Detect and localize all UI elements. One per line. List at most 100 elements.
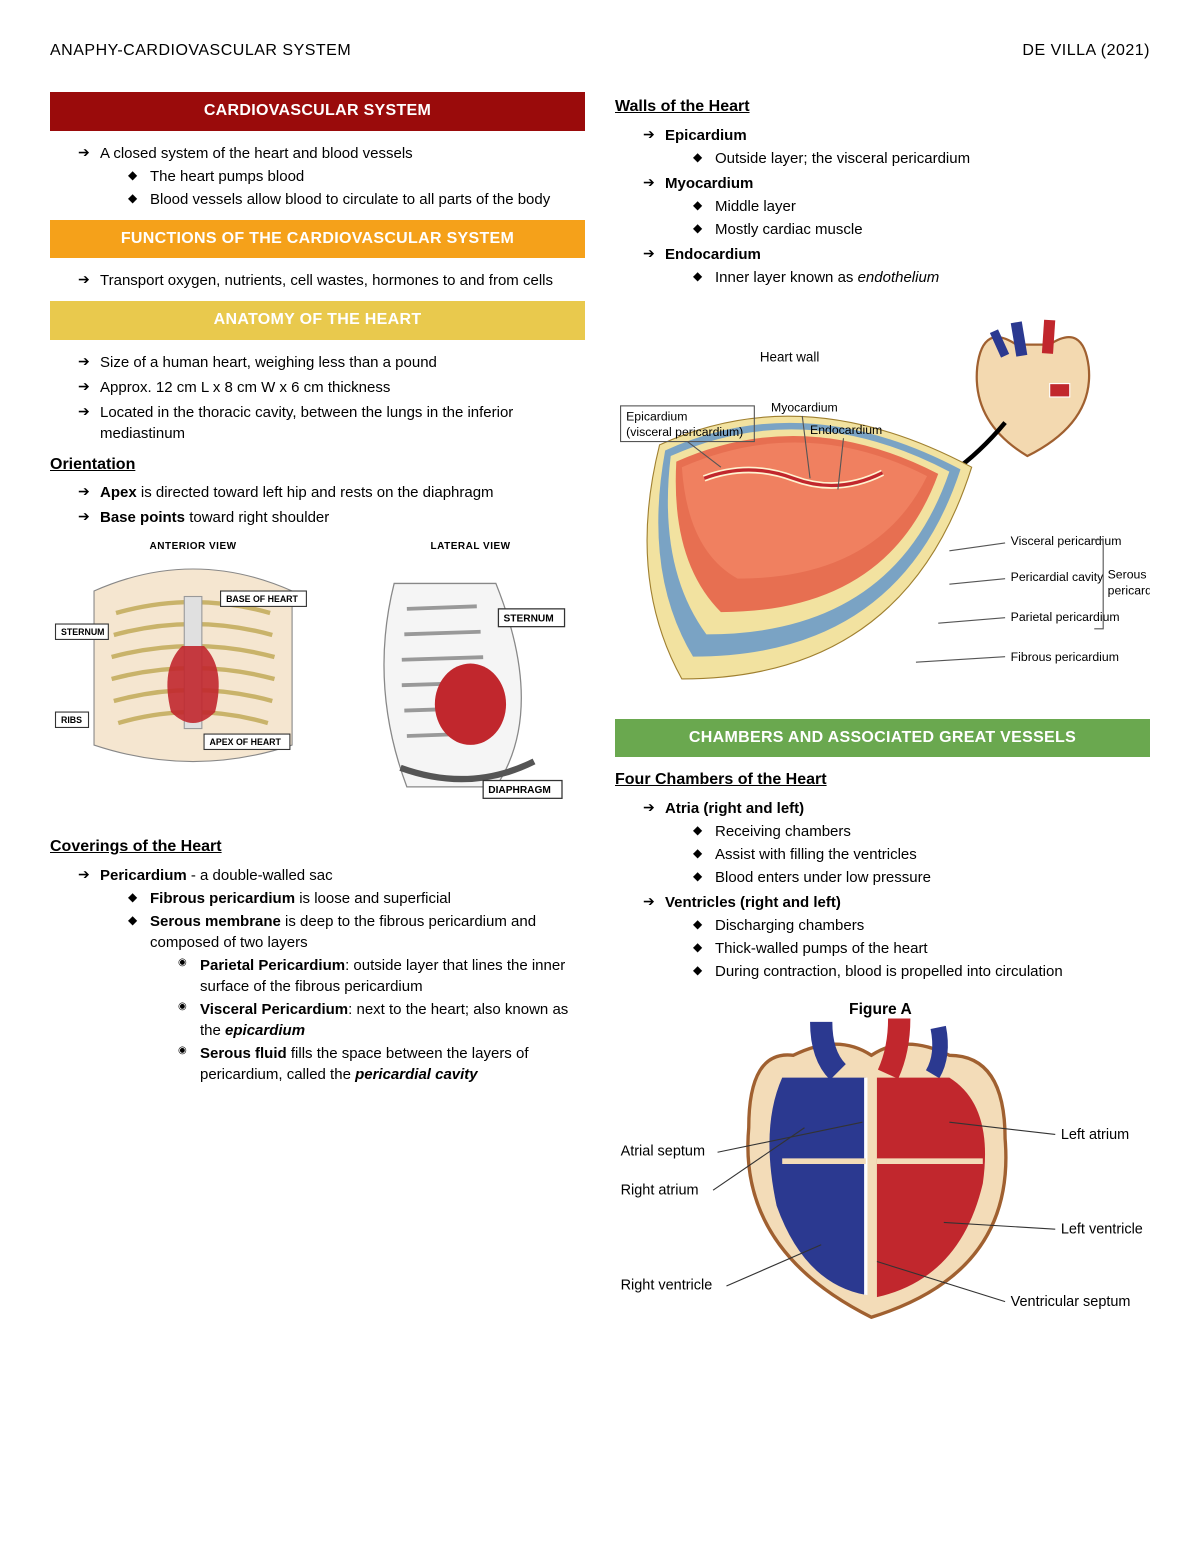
svg-text:Fibrous pericardium: Fibrous pericardium <box>1011 650 1119 664</box>
svg-text:Endocardium: Endocardium <box>810 423 882 437</box>
anterior-view-label: ANTERIOR VIEW <box>50 540 336 554</box>
header-right: DE VILLA (2021) <box>1022 40 1150 62</box>
functions-item: Transport oxygen, nutrients, cell wastes… <box>78 270 585 291</box>
left-column: CARDIOVASCULAR SYSTEM A closed system of… <box>50 86 585 1368</box>
header-left: ANAPHY-CARDIOVASCULAR SYSTEM <box>50 40 351 62</box>
pericardium-rest: - a double-walled sac <box>187 867 333 884</box>
pericardium-item: Pericardium - a double-walled sac Fibrou… <box>78 865 585 1085</box>
svg-text:Heart wall: Heart wall <box>760 349 819 364</box>
four-chambers-svg: Figure A Atrial septum Right atrium <box>615 994 1150 1351</box>
system-intro-item: A closed system of the heart and blood v… <box>78 143 585 210</box>
banner-anatomy: ANATOMY OF THE HEART <box>50 301 585 339</box>
base-rest: toward right shoulder <box>185 509 329 526</box>
svg-text:Serous: Serous <box>1108 567 1147 581</box>
serousfluid-bold: Serous fluid <box>200 1045 287 1062</box>
two-column-layout: CARDIOVASCULAR SYSTEM A closed system of… <box>50 86 1150 1368</box>
atria-bold: Atria (right and left) <box>665 800 804 817</box>
figure-heart-wall: Heart wall Epicardium (visceral pericard… <box>615 300 1150 701</box>
svg-text:Figure A: Figure A <box>849 1001 912 1018</box>
fibrous-item: Fibrous pericardium is loose and superfi… <box>128 888 585 909</box>
system-sub-item: Blood vessels allow blood to circulate t… <box>128 189 585 210</box>
atria-sub: Blood enters under low pressure <box>693 867 1150 888</box>
svg-text:(visceral pericardium): (visceral pericardium) <box>626 425 743 439</box>
ventricles-item: Ventricles (right and left) Discharging … <box>643 892 1150 982</box>
orientation-list: Apex is directed toward left hip and res… <box>50 482 585 528</box>
myocardium-sub: Mostly cardiac muscle <box>693 219 1150 240</box>
banner-text: FUNCTIONS OF THE CARDIOVASCULAR SYSTEM <box>121 230 514 247</box>
apex-rest: is directed toward left hip and rests on… <box>137 484 494 501</box>
svg-text:pericardium: pericardium <box>1108 583 1150 597</box>
banner-functions: FUNCTIONS OF THE CARDIOVASCULAR SYSTEM <box>50 220 585 258</box>
parietal-item: Parietal Pericardium: outside layer that… <box>178 955 585 997</box>
svg-text:BASE OF HEART: BASE OF HEART <box>226 594 298 604</box>
anatomy-list: Size of a human heart, weighing less tha… <box>50 352 585 444</box>
endo-em: endothelium <box>858 269 940 286</box>
ventricles-bold: Ventricles (right and left) <box>665 894 841 911</box>
epicardium-sub: Outside layer; the visceral pericardium <box>693 148 1150 169</box>
right-column: Walls of the Heart Epicardium Outside la… <box>615 86 1150 1368</box>
svg-text:Ventricular septum: Ventricular septum <box>1011 1294 1131 1310</box>
svg-text:STERNUM: STERNUM <box>61 627 105 637</box>
serous-sublist: Parietal Pericardium: outside layer that… <box>150 955 585 1085</box>
apex-bold: Apex <box>100 484 137 501</box>
endocardium-item: Endocardium Inner layer known as endothe… <box>643 244 1150 288</box>
system-sub-item: The heart pumps blood <box>128 166 585 187</box>
visceral-item: Visceral Pericardium: next to the heart;… <box>178 999 585 1041</box>
functions-list: Transport oxygen, nutrients, cell wastes… <box>50 270 585 291</box>
banner-text: CARDIOVASCULAR SYSTEM <box>204 102 431 119</box>
pericardium-bold: Pericardium <box>100 867 187 884</box>
system-sub-list: The heart pumps blood Blood vessels allo… <box>100 166 585 210</box>
myocardium-sub: Middle layer <box>693 196 1150 217</box>
orientation-item: Base points toward right shoulder <box>78 507 585 528</box>
orientation-item: Apex is directed toward left hip and res… <box>78 482 585 503</box>
svg-text:Epicardium: Epicardium <box>626 409 687 423</box>
ventricles-sub: Thick-walled pumps of the heart <box>693 938 1150 959</box>
svg-text:Atrial septum: Atrial septum <box>621 1143 705 1159</box>
banner-text: CHAMBERS AND ASSOCIATED GREAT VESSELS <box>689 729 1076 746</box>
pericardium-sublist: Fibrous pericardium is loose and superfi… <box>100 888 585 1085</box>
svg-text:APEX OF HEART: APEX OF HEART <box>210 737 282 747</box>
endo-pre: Inner layer known as <box>715 269 858 286</box>
banner-chambers: CHAMBERS AND ASSOCIATED GREAT VESSELS <box>615 719 1150 757</box>
atria-sub: Assist with filling the ventricles <box>693 844 1150 865</box>
anatomy-item: Located in the thoracic cavity, between … <box>78 402 585 444</box>
svg-text:Visceral pericardium: Visceral pericardium <box>1011 534 1122 548</box>
parietal-bold: Parietal Pericardium <box>200 957 345 974</box>
heart-wall-svg: Heart wall Epicardium (visceral pericard… <box>615 300 1150 701</box>
fibrous-bold: Fibrous pericardium <box>150 890 295 907</box>
anatomy-item: Approx. 12 cm L x 8 cm W x 6 cm thicknes… <box>78 377 585 398</box>
walls-list: Epicardium Outside layer; the visceral p… <box>615 125 1150 288</box>
svg-text:STERNUM: STERNUM <box>504 614 554 625</box>
coverings-list: Pericardium - a double-walled sac Fibrou… <box>50 865 585 1085</box>
serous-fluid-item: Serous fluid fills the space between the… <box>178 1043 585 1085</box>
svg-text:Left atrium: Left atrium <box>1061 1127 1129 1143</box>
epicardium-item: Epicardium Outside layer; the visceral p… <box>643 125 1150 169</box>
myocardium-item: Myocardium Middle layer Mostly cardiac m… <box>643 173 1150 240</box>
serous-bold: Serous membrane <box>150 913 281 930</box>
chambers-list: Atria (right and left) Receiving chamber… <box>615 798 1150 982</box>
figure-heart-position: ANTERIOR VIEW STERNUM B <box>50 540 585 818</box>
endocardium-bold: Endocardium <box>665 246 761 263</box>
orientation-heading: Orientation <box>50 454 585 476</box>
anatomy-item: Size of a human heart, weighing less tha… <box>78 352 585 373</box>
epicardium-bold: Epicardium <box>665 127 747 144</box>
banner-text: ANATOMY OF THE HEART <box>214 311 422 328</box>
atria-item: Atria (right and left) Receiving chamber… <box>643 798 1150 888</box>
serousfluid-em: pericardial cavity <box>355 1066 478 1083</box>
svg-text:Left ventricle: Left ventricle <box>1061 1221 1143 1237</box>
svg-text:Right ventricle: Right ventricle <box>621 1277 713 1293</box>
svg-text:RIBS: RIBS <box>61 715 82 725</box>
visceral-em: epicardium <box>225 1022 305 1039</box>
banner-cardiovascular-system: CARDIOVASCULAR SYSTEM <box>50 92 585 130</box>
system-intro-text: A closed system of the heart and blood v… <box>100 145 413 162</box>
svg-text:Right atrium: Right atrium <box>621 1182 699 1198</box>
visceral-bold: Visceral Pericardium <box>200 1001 348 1018</box>
svg-text:Myocardium: Myocardium <box>771 400 838 414</box>
endocardium-sub: Inner layer known as endothelium <box>693 267 1150 288</box>
atria-sub: Receiving chambers <box>693 821 1150 842</box>
base-bold: Base points <box>100 509 185 526</box>
system-intro-list: A closed system of the heart and blood v… <box>50 143 585 210</box>
lateral-view-label: LATERAL VIEW <box>356 540 585 554</box>
figure-four-chambers: Figure A Atrial septum Right atrium <box>615 994 1150 1351</box>
svg-text:Pericardial cavity: Pericardial cavity <box>1011 570 1104 584</box>
